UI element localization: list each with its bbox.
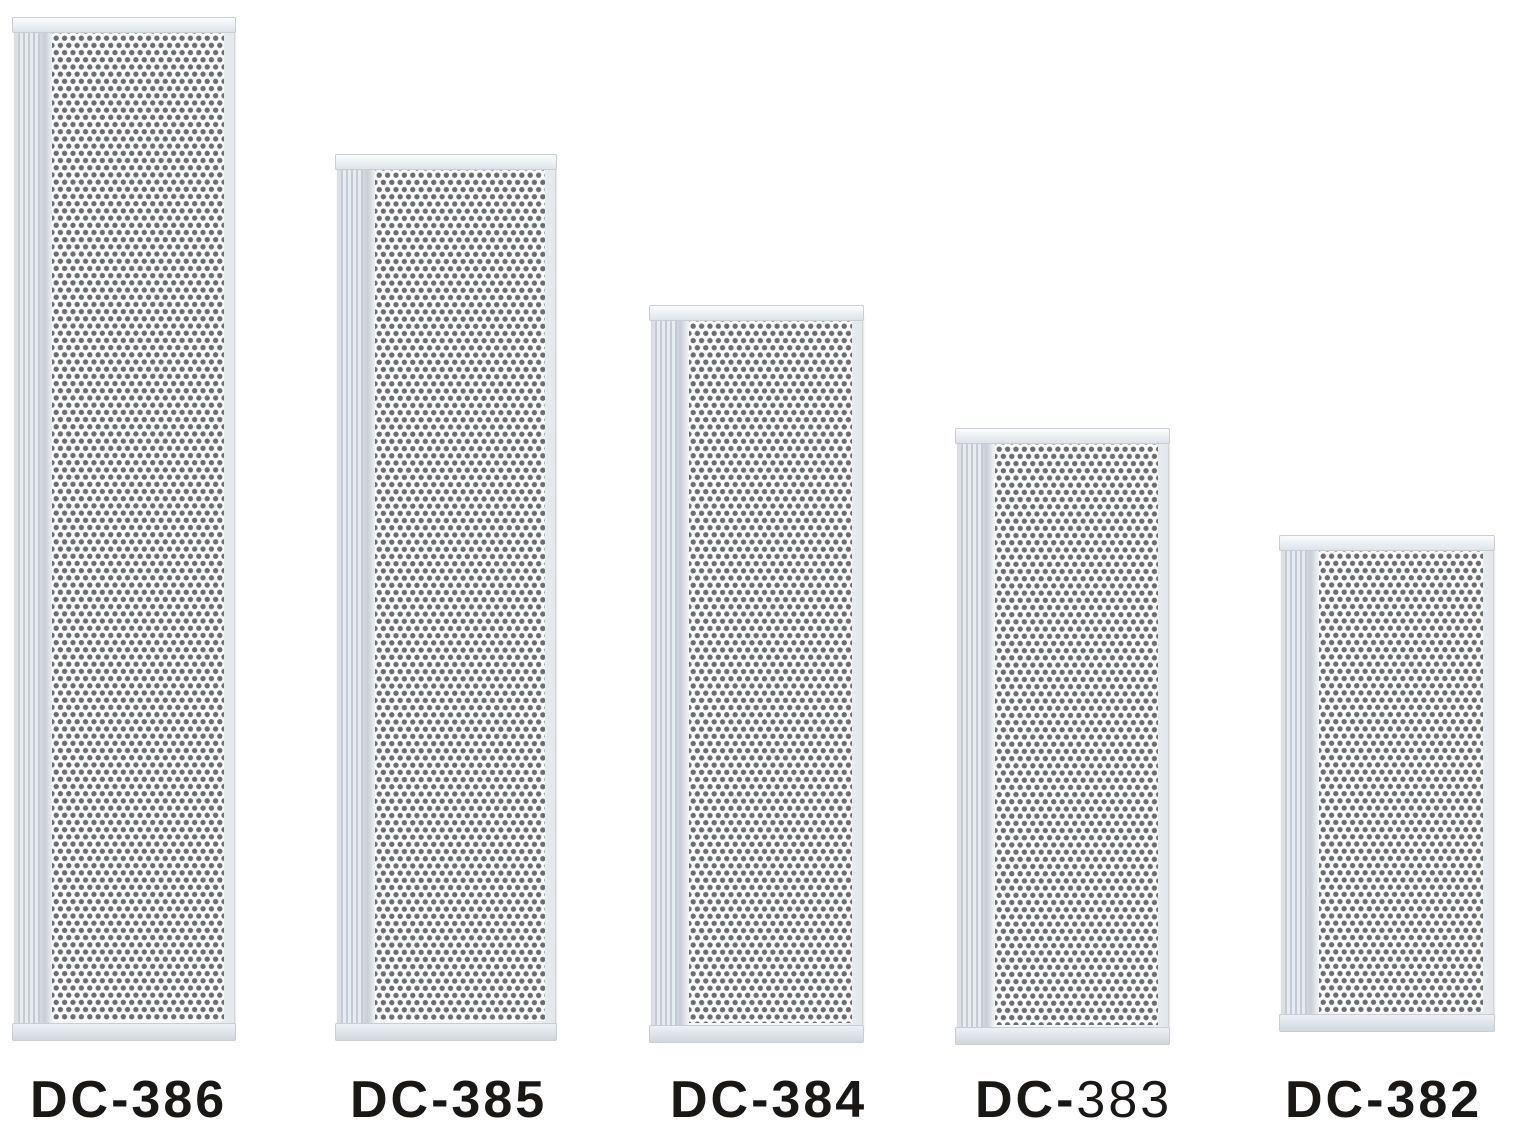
model-label: DC-386 — [30, 1070, 227, 1130]
model-number: 383 — [1076, 1071, 1173, 1129]
speaker-grille — [995, 442, 1158, 1025]
speaker-bottom-cap — [649, 1025, 864, 1043]
model-prefix: DC- — [670, 1071, 772, 1129]
model-label: DC-385 — [350, 1070, 547, 1130]
model-prefix: DC- — [30, 1071, 132, 1129]
model-number: 382 — [1386, 1071, 1483, 1129]
model-label: DC-382 — [1285, 1070, 1482, 1130]
speaker-bottom-cap — [1279, 1014, 1495, 1032]
model-label: DC-383 — [975, 1070, 1172, 1130]
speaker-side-ridges — [341, 168, 363, 1025]
model-prefix: DC- — [1285, 1071, 1387, 1129]
column-speaker — [1279, 535, 1495, 1032]
speaker-top-cap — [1279, 535, 1495, 551]
model-prefix: DC- — [350, 1071, 452, 1129]
model-number: 386 — [131, 1071, 228, 1129]
speaker-bottom-cap — [335, 1023, 557, 1041]
model-number: 385 — [451, 1071, 548, 1129]
speaker-side-ridges — [961, 442, 983, 1029]
speaker-grille — [1319, 549, 1483, 1012]
speaker-side-ridges — [655, 319, 677, 1027]
model-number: 384 — [771, 1071, 868, 1129]
model-label: DC-384 — [670, 1070, 867, 1130]
speaker-grille — [52, 31, 224, 1021]
speaker-top-cap — [335, 154, 557, 170]
speaker-grille — [689, 319, 852, 1023]
speaker-bottom-cap — [955, 1027, 1170, 1045]
column-speaker — [649, 305, 864, 1043]
speaker-top-cap — [12, 17, 236, 33]
column-speaker — [12, 17, 236, 1041]
column-speaker — [955, 428, 1170, 1045]
speaker-grille — [375, 168, 545, 1021]
model-prefix: DC- — [975, 1071, 1077, 1129]
speaker-bottom-cap — [12, 1023, 236, 1041]
column-speaker — [335, 154, 557, 1041]
speaker-top-cap — [649, 305, 864, 321]
speaker-top-cap — [955, 428, 1170, 444]
speaker-side-ridges — [18, 31, 40, 1025]
speaker-side-ridges — [1285, 549, 1307, 1016]
